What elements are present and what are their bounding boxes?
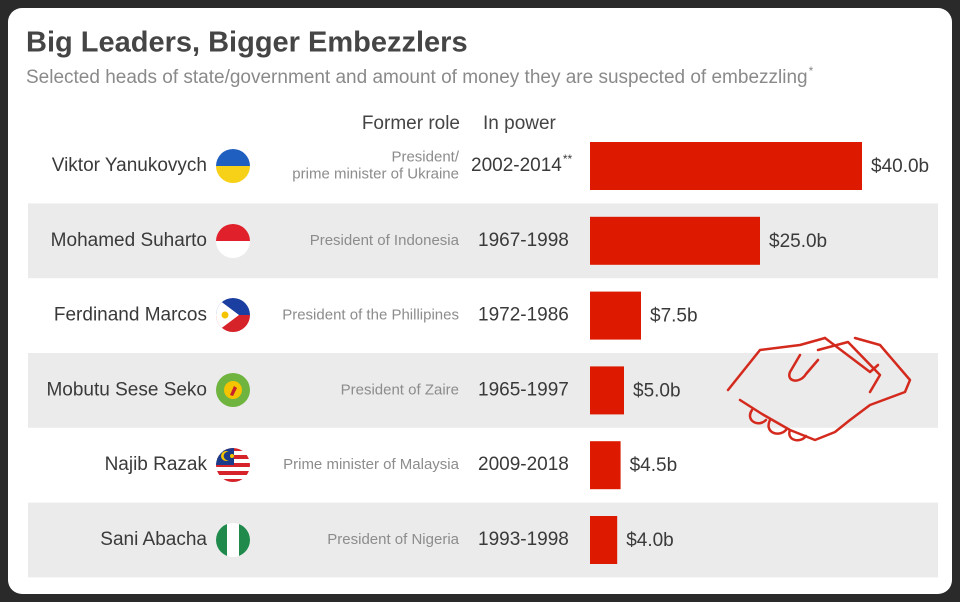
role-label: President of Zaire xyxy=(341,381,459,398)
footnote-mark: * xyxy=(809,64,814,78)
flag-nigeria xyxy=(216,523,250,557)
row-label: Najib Razak xyxy=(105,454,208,475)
period-label: 1967-1998 xyxy=(478,230,569,251)
role-label: President of Indonesia xyxy=(310,232,460,249)
bar xyxy=(590,441,621,490)
row-band xyxy=(28,353,938,428)
period-label: 2009-2018 xyxy=(478,454,569,475)
column-header: Former role xyxy=(362,113,460,134)
value-label: $25.0b xyxy=(769,231,827,252)
flag-indonesia xyxy=(216,224,250,258)
value-label: $40.0b xyxy=(871,156,929,177)
row-label: Viktor Yanukovych xyxy=(52,155,207,176)
value-label: $5.0b xyxy=(633,380,681,401)
role-label: prime minister of Ukraine xyxy=(292,165,459,182)
role-label: Prime minister of Malaysia xyxy=(283,456,460,473)
handshake-icon xyxy=(726,336,912,442)
value-label: $4.0b xyxy=(626,530,674,551)
flags xyxy=(216,149,250,557)
flag-zaire xyxy=(216,373,250,407)
period-label: 1972-1986 xyxy=(478,305,569,326)
role-label: President of Nigeria xyxy=(327,531,459,548)
row-label: Ferdinand Marcos xyxy=(54,305,207,326)
value-label: $4.5b xyxy=(630,455,678,476)
role-label: President/ xyxy=(391,148,459,165)
bar xyxy=(590,216,760,265)
row-band xyxy=(28,203,938,279)
period-label: 1965-1997 xyxy=(478,379,569,400)
bar xyxy=(590,366,624,415)
value-label: $7.5b xyxy=(650,306,698,327)
row-label: Mohamed Suharto xyxy=(51,230,207,251)
period-mark: ** xyxy=(563,152,573,166)
bar xyxy=(590,291,641,340)
column-header: In power xyxy=(483,113,557,134)
period-label: 2002-2014 xyxy=(471,155,562,176)
flag-philippines xyxy=(216,298,250,332)
bar xyxy=(590,142,862,190)
row-label: Mobutu Sese Seko xyxy=(46,379,207,400)
bar xyxy=(590,516,618,564)
flag-malaysia xyxy=(216,448,250,482)
row-label: Sani Abacha xyxy=(100,529,207,550)
rows: Viktor Yanukovych President/prime ministe… xyxy=(28,142,938,578)
chart-title: Big Leaders, Bigger Embezzlers xyxy=(26,27,468,59)
chart-subtitle: Selected heads of state/government and a… xyxy=(26,67,808,88)
period-label: 1993-1998 xyxy=(478,529,569,550)
flag-ukraine xyxy=(216,149,250,183)
role-label: President of the Phillipines xyxy=(282,307,459,324)
row-band xyxy=(28,502,938,578)
